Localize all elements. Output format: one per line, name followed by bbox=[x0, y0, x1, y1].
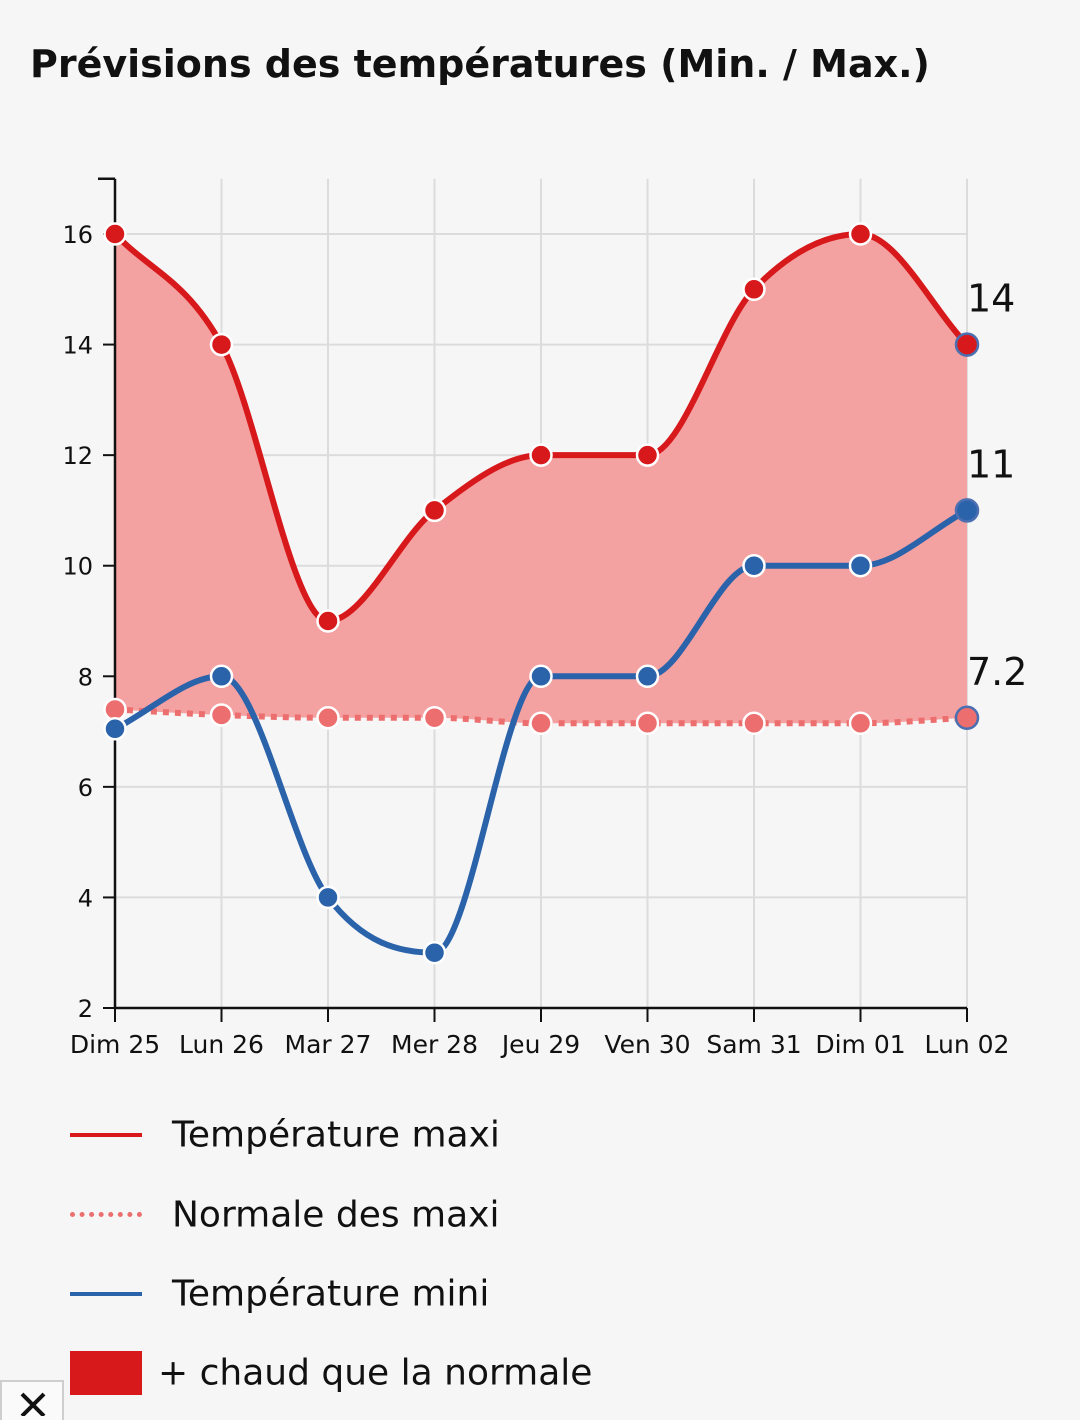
end-label-max: 14 bbox=[967, 277, 1015, 321]
series-lines bbox=[112, 230, 970, 956]
point-normal bbox=[529, 711, 553, 736]
point-max bbox=[103, 222, 127, 246]
point-normal bbox=[316, 706, 340, 730]
warm-area bbox=[115, 234, 967, 724]
point-max bbox=[635, 443, 660, 467]
legend-swatch-warm bbox=[70, 1351, 142, 1395]
point-min bbox=[103, 717, 127, 741]
end-label-normal: 7.2 bbox=[967, 650, 1027, 694]
point-normal bbox=[635, 711, 660, 736]
legend-swatch-min bbox=[70, 1292, 142, 1296]
point-min bbox=[742, 553, 766, 578]
point-min bbox=[316, 885, 340, 910]
point-normal bbox=[848, 711, 873, 736]
legend-label-normal: Normale des maxi bbox=[172, 1194, 500, 1236]
point-min bbox=[954, 498, 980, 523]
end-labels: 14 11 7.2 bbox=[967, 277, 1027, 694]
legend-label-min: Température mini bbox=[172, 1273, 490, 1315]
chart-svg: 2 4 6 8 10 12 14 16 Dim 25 Lun 26 Mar 27 Mer 28 Jeu … bbox=[62, 177, 1027, 1059]
point-max bbox=[422, 498, 447, 523]
y-tick-label: 10 bbox=[62, 553, 93, 581]
y-tick-label: 12 bbox=[62, 442, 93, 470]
series-points bbox=[103, 222, 980, 965]
legend-swatch-max bbox=[70, 1133, 142, 1137]
x-tick-label: Sam 31 bbox=[706, 1030, 801, 1059]
point-min bbox=[848, 553, 873, 578]
point-min bbox=[422, 940, 447, 965]
y-tick-label: 2 bbox=[78, 995, 93, 1023]
series-line-min bbox=[112, 507, 970, 956]
point-min bbox=[209, 664, 234, 689]
x-tick-label: Lun 02 bbox=[925, 1030, 1010, 1059]
x-tick-label: Mer 28 bbox=[391, 1030, 478, 1059]
legend-label-warm: + chaud que la normale bbox=[158, 1352, 593, 1394]
point-normal bbox=[422, 706, 447, 730]
x-tick-label: Ven 30 bbox=[604, 1030, 690, 1059]
chart-title: Prévisions des températures (Min. / Max.… bbox=[30, 42, 930, 86]
y-tick-label: 8 bbox=[78, 663, 93, 691]
point-max bbox=[529, 443, 553, 467]
y-tick-label: 14 bbox=[62, 332, 93, 360]
y-tick-label: 6 bbox=[78, 774, 93, 802]
point-normal bbox=[103, 697, 127, 722]
point-min bbox=[635, 664, 660, 689]
point-max bbox=[742, 277, 766, 302]
legend-label-max: Température maxi bbox=[172, 1114, 500, 1156]
x-tick-label: Lun 26 bbox=[179, 1030, 264, 1059]
close-button[interactable] bbox=[0, 1380, 64, 1420]
point-max bbox=[316, 609, 340, 633]
axes: 2 4 6 8 10 12 14 16 Dim 25 Lun 26 Mar 27 Mer 28 Jeu … bbox=[62, 177, 1010, 1059]
close-icon bbox=[20, 1392, 46, 1416]
legend-swatch-normal bbox=[70, 1212, 142, 1217]
point-min bbox=[529, 664, 553, 689]
x-tick-label: Mar 27 bbox=[285, 1030, 372, 1059]
point-max bbox=[954, 332, 980, 357]
series-line-max bbox=[112, 230, 970, 625]
point-max bbox=[848, 222, 873, 246]
series-line-normal bbox=[114, 706, 968, 727]
y-tick-label: 16 bbox=[62, 221, 93, 249]
point-normal bbox=[742, 711, 766, 736]
end-label-min: 11 bbox=[967, 442, 1015, 486]
x-tick-label: Dim 25 bbox=[70, 1030, 160, 1059]
warm-area-fill bbox=[115, 234, 967, 724]
point-normal bbox=[954, 705, 980, 730]
y-tick-label: 4 bbox=[78, 884, 93, 912]
x-tick-label: Jeu 29 bbox=[500, 1030, 580, 1059]
point-max bbox=[209, 332, 234, 357]
point-normal bbox=[209, 703, 234, 727]
x-tick-label: Dim 01 bbox=[815, 1030, 905, 1059]
